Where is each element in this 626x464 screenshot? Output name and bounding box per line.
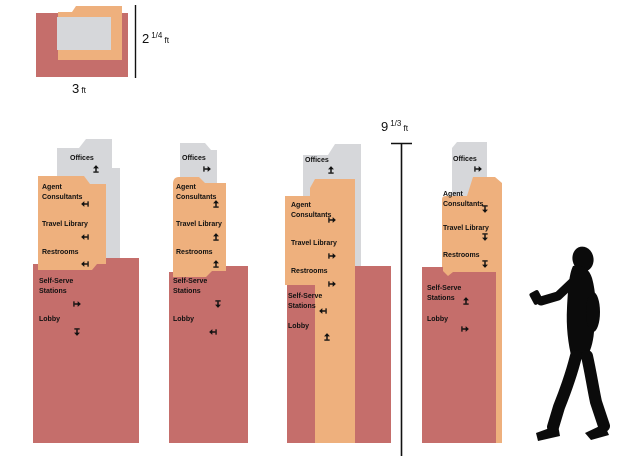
arrow-down-icon [214,300,222,308]
sign-label-restrooms: Restrooms [42,249,79,256]
sign-label-travel-library: Travel Library [176,221,222,228]
dimension-unit: ft [164,35,170,45]
kiosk1-orange-panel [38,176,106,270]
person-silhouette [529,246,610,441]
person-phone [529,290,543,305]
arrow-up-icon [92,165,100,173]
plan-height-dimension-text: 2 1/4 ft [142,30,169,48]
plan-gray-layer [57,17,111,50]
arrow-left-icon [81,200,89,208]
sign-label-travel-library: Travel Library [42,221,88,228]
person-front-foot [536,425,560,441]
arrow-up-icon [212,233,220,241]
arrow-left-icon [81,233,89,241]
kiosk4-red-panel [422,267,496,443]
sign-label-lobby: Lobby [39,316,60,323]
person-front-leg [547,350,582,433]
dimension-value: 2 [142,31,150,46]
sign-label-lobby: Lobby [427,316,448,323]
arrow-up-icon [212,200,220,208]
arrow-up-icon [462,297,470,305]
sign-label-self-serve-stations: Self-Serve Stations [427,285,462,302]
arrow-right-icon [328,216,336,224]
sign-label-agent-consultants: Agent Consultants [42,184,83,201]
person-back [586,292,600,332]
sign-label-agent-consultants: Agent Consultants [443,191,484,208]
arrow-down-icon [481,260,489,268]
arrow-down-icon [73,328,81,336]
height-dimension-line [391,142,412,456]
sign-label-travel-library: Travel Library [443,225,489,232]
sign-label-agent-consultants: Agent Consultants [176,184,217,201]
arrow-left-icon [319,307,327,315]
sign-label-travel-library: Travel Library [291,240,337,247]
arrow-down-icon [481,205,489,213]
sign-label-self-serve-stations: Self-Serve Stations [288,293,323,310]
arrow-right-icon [73,300,81,308]
kiosk-view-4 [422,142,502,443]
arrow-left-icon [209,328,217,336]
sign-label-offices: Offices [453,156,477,163]
sign-label-restrooms: Restrooms [291,268,328,275]
sign-label-offices: Offices [305,157,329,164]
arrow-right-icon [328,280,336,288]
kiosk-height-dimension-text: 9 1/3 ft [381,118,408,136]
arrow-up-icon [323,333,331,341]
person-torso [566,265,596,359]
arrow-up-icon [212,260,220,268]
dimension-fraction: 1/4 [151,31,163,40]
kiosk2-red-panel [169,266,248,443]
sign-label-offices: Offices [182,155,206,162]
sign-label-lobby: Lobby [173,316,194,323]
sign-label-lobby: Lobby [288,323,309,330]
kiosk-view-1 [33,139,139,443]
arrow-left-icon [81,260,89,268]
dimension-value: 9 [381,119,389,134]
arrow-right-icon [203,165,211,173]
arrow-right-icon [474,165,482,173]
person-head [572,246,594,272]
dimension-unit: ft [81,85,86,95]
person-back-foot [585,424,609,440]
arrow-down-icon [481,233,489,241]
person-back-leg [581,350,610,432]
dimension-unit: ft [403,123,409,133]
sign-label-restrooms: Restrooms [443,252,480,259]
sign-label-agent-consultants: Agent Consultants [291,202,332,219]
plan-width-dimension-text: 3 ft [72,80,86,98]
person-arm [536,273,582,306]
sign-label-self-serve-stations: Self-Serve Stations [39,278,74,295]
sign-label-restrooms: Restrooms [176,249,213,256]
dimension-value: 3 [72,81,80,96]
kiosk2-orange-panel [173,177,226,277]
sign-label-self-serve-stations: Self-Serve Stations [173,278,208,295]
arrow-right-icon [461,325,469,333]
arrow-up-icon [327,166,335,174]
plan-view [36,5,137,78]
arrow-right-icon [328,252,336,260]
dimension-fraction: 1/3 [390,119,402,128]
kiosk1-red-panel [33,258,139,443]
sign-label-offices: Offices [70,155,94,162]
